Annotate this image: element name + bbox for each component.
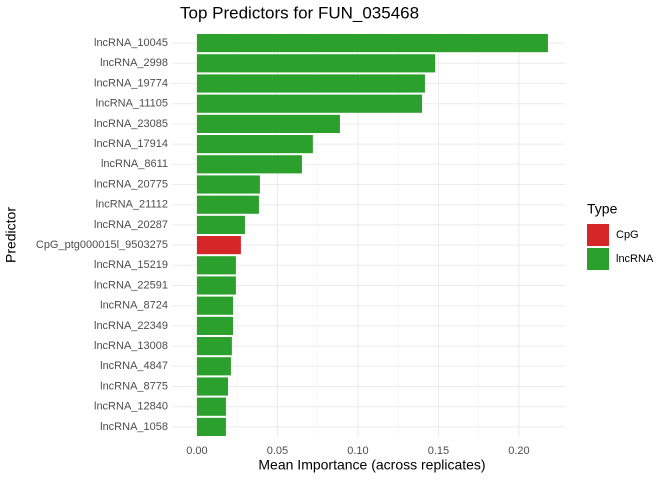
y-tick-label: lncRNA_20287	[94, 219, 168, 231]
y-tick-label: lncRNA_4847	[100, 360, 168, 372]
x-tick-label: 0.10	[347, 445, 368, 457]
y-tick-label: lncRNA_22349	[94, 320, 168, 332]
x-tick-label: 0.00	[186, 445, 207, 457]
bar	[196, 114, 340, 133]
bar	[196, 54, 436, 73]
y-tick-label: lncRNA_2998	[100, 57, 168, 69]
bar	[196, 175, 260, 194]
y-tick-label: lncRNA_8611	[101, 158, 168, 170]
y-tick-label: lncRNA_12840	[94, 401, 168, 413]
legend-label: CpG	[616, 229, 639, 241]
y-tick-label: lncRNA_15219	[94, 259, 168, 271]
x-tick-label: 0.15	[428, 445, 449, 457]
bar	[196, 94, 423, 113]
bar	[196, 236, 241, 255]
bar	[196, 316, 234, 335]
y-tick-label: lncRNA_1058	[100, 421, 168, 433]
bar	[196, 357, 231, 376]
bar	[196, 256, 236, 275]
y-tick-label: lncRNA_23085	[94, 118, 168, 130]
bar	[196, 215, 245, 234]
y-tick-label: lncRNA_21112	[96, 199, 168, 211]
y-tick-label: lncRNA_8724	[100, 300, 168, 312]
y-tick-label: lncRNA_11105	[96, 98, 168, 110]
bar	[196, 135, 313, 154]
bar	[196, 276, 236, 295]
bar	[196, 34, 548, 53]
y-tick-label: CpG_ptg000015l_9503275	[36, 239, 168, 251]
x-tick-label: 0.20	[508, 445, 529, 457]
legend-key	[587, 248, 609, 270]
bar	[196, 74, 425, 93]
bar	[196, 296, 234, 315]
y-tick-label: lncRNA_13008	[94, 340, 168, 352]
bar	[196, 337, 232, 356]
legend-key	[587, 224, 609, 246]
legend-label: lncRNA	[616, 253, 654, 265]
chart-title: Top Predictors for FUN_035468	[180, 3, 419, 22]
bar	[196, 377, 229, 396]
y-tick-label: lncRNA_10045	[94, 37, 168, 49]
legend-title: Type	[587, 201, 618, 217]
bar	[196, 417, 226, 436]
bar	[196, 195, 259, 214]
x-axis-label: Mean Importance (across replicates)	[258, 457, 485, 473]
y-tick-label: lncRNA_20775	[94, 178, 168, 190]
y-tick-label: lncRNA_22591	[94, 279, 168, 291]
bar	[196, 155, 302, 174]
x-tick-label: 0.05	[267, 445, 288, 457]
y-tick-label: lncRNA_19774	[94, 77, 168, 89]
y-tick-label: lncRNA_17914	[94, 138, 168, 150]
y-axis-label: Predictor	[3, 207, 19, 263]
y-tick-label: lncRNA_8775	[100, 380, 168, 392]
bar	[196, 397, 226, 416]
